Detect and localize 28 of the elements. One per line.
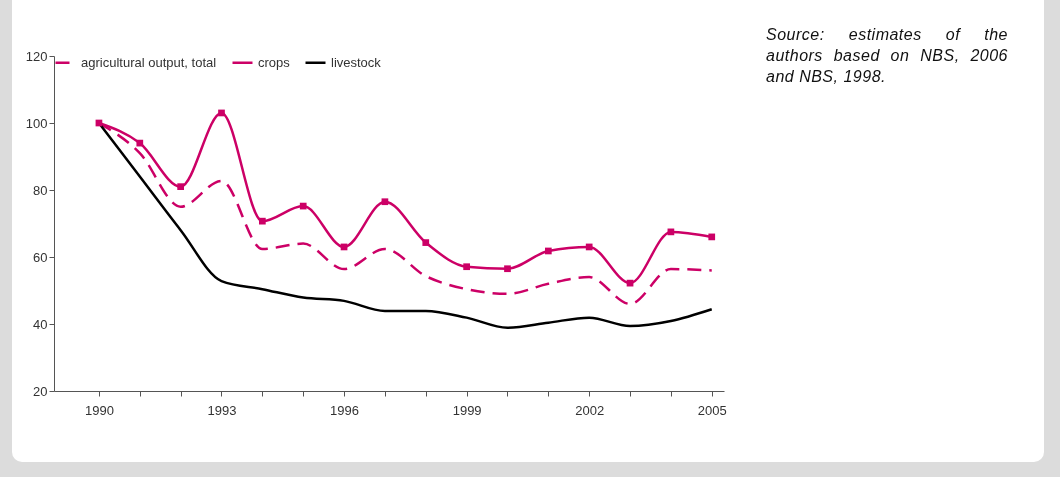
point <box>381 198 389 206</box>
x-tick-label: 1996 <box>330 402 360 418</box>
y-tick-label: 120 <box>25 48 48 64</box>
point <box>259 217 266 225</box>
point <box>299 202 307 210</box>
y-tick-label: 60 <box>33 249 48 265</box>
y-tick-label: 80 <box>33 182 48 198</box>
point <box>422 239 430 246</box>
x-tick-label: 1999 <box>452 402 482 418</box>
source-note: Source: estimates of the authors based on NBS, 2006 and NBS, 1998. <box>766 25 1008 87</box>
y-tick-label: 20 <box>33 383 48 399</box>
x-tick-label: 2002 <box>575 402 605 418</box>
point <box>218 109 225 117</box>
x-tick-label: 1990 <box>84 402 114 418</box>
point <box>463 263 470 271</box>
legend-label: livestock <box>331 54 382 70</box>
legend-label: crops <box>258 54 291 70</box>
point <box>177 183 184 190</box>
point <box>544 247 552 255</box>
y-tick-label: 40 <box>33 316 48 332</box>
point <box>504 265 511 273</box>
y-tick-label: 100 <box>25 115 48 131</box>
x-tick-label: 1993 <box>207 402 237 418</box>
legend-label: agricultural output, total <box>81 54 217 70</box>
x-tick-label: 2005 <box>697 402 727 418</box>
point <box>708 233 716 241</box>
point <box>585 243 593 251</box>
point <box>136 139 144 147</box>
